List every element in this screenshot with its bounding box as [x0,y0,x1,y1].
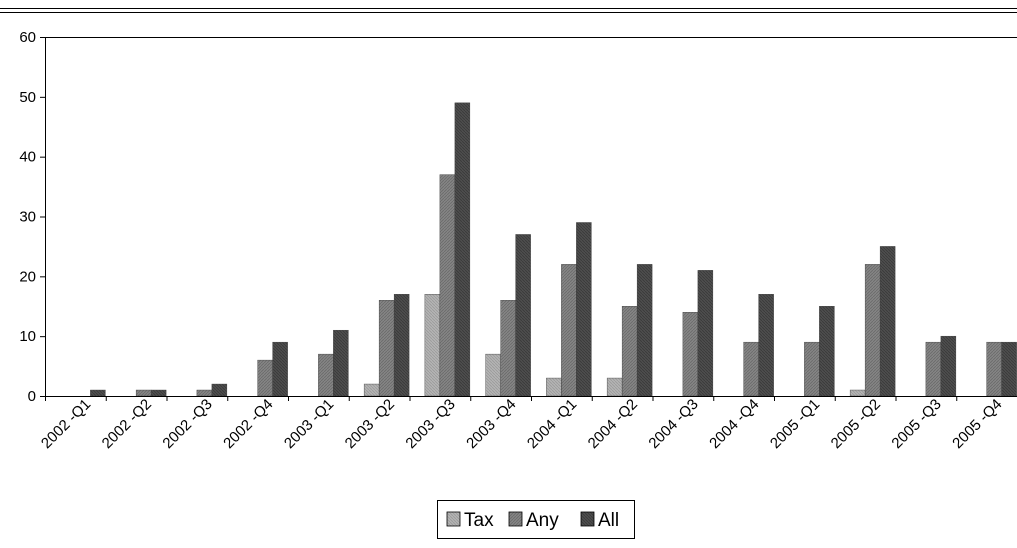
x-tick-label: 2003 -Q2 [342,396,398,452]
plot-area [90,102,1017,397]
bar-any [864,264,881,397]
y-tick-label: 10 [19,328,36,345]
bar-any [257,359,273,397]
bar-tax [363,383,380,397]
bar-all [393,294,410,397]
bar-all [758,294,774,397]
legend-swatch-all [580,511,595,527]
x-tick-label: 2002 -Q1 [38,396,94,452]
y-axis: 0 10 20 30 40 50 60 [19,29,1017,405]
x-tick-label: 2005 -Q4 [949,396,1005,452]
x-tick-label: 2003 -Q4 [463,396,519,452]
bar-tax [849,389,866,397]
bar-all [879,246,896,397]
bar-all [515,234,531,397]
bar-all [454,102,471,397]
legend-label-all: All [598,510,619,531]
legend-box [437,500,635,539]
bar-all [333,329,349,397]
x-tick-label: 2005 -Q2 [828,396,884,452]
x-tick-label: 2004 -Q1 [524,396,580,452]
bar-all [150,389,167,397]
bar-tax [424,294,441,397]
bar-any [621,306,638,397]
x-tick-label: 2002 -Q4 [220,396,276,452]
bar-any [196,389,213,397]
bar-any [561,264,577,397]
y-tick-label: 0 [28,388,36,405]
bar-tax [485,353,501,397]
bar-all [576,222,592,397]
bar-all [211,383,228,397]
bar-any [318,353,334,397]
bar-tax [606,377,623,397]
y-tick-label: 60 [19,29,36,46]
bar-any [135,389,152,397]
x-axis: 2002 -Q1 2002 -Q2 2002 -Q3 2002 -Q4 2003 -Q1… [38,396,1017,452]
bar-any [378,300,395,397]
bar-all [819,306,835,397]
bar-all [940,335,957,397]
bar-any [986,341,1002,397]
bar-all [697,270,714,397]
x-tick-label: 2002 -Q3 [159,396,215,452]
x-tick-label: 2005 -Q3 [888,396,944,452]
y-tick-label: 50 [19,89,36,106]
x-tick-label: 2002 -Q2 [99,396,155,452]
bar-all [636,264,653,397]
bar-any [804,341,820,397]
bar-all [272,341,288,397]
bar-any [682,312,699,397]
x-tick-label: 2004 -Q2 [585,396,641,452]
bar-all [1001,341,1017,397]
x-tick-label: 2005 -Q1 [767,396,823,452]
x-tick-label: 2003 -Q3 [402,396,458,452]
x-tick-label: 2004 -Q4 [706,396,762,452]
legend: Tax Any All [437,500,635,539]
y-tick-label: 40 [19,149,36,166]
legend-label-tax: Tax [464,510,494,531]
x-tick-label: 2003 -Q1 [281,396,337,452]
y-tick-label: 20 [19,268,36,285]
bar-any [500,300,516,397]
bar-all [90,389,106,397]
legend-swatch-any [508,511,523,527]
legend-label-any: Any [526,510,559,531]
bar-any [743,341,759,397]
y-tick-label: 30 [19,209,36,226]
bar-any [439,174,456,397]
legend-swatch-tax [446,511,461,527]
x-tick-label: 2004 -Q3 [645,396,701,452]
bar-tax [546,377,562,397]
bar-any [925,341,942,397]
